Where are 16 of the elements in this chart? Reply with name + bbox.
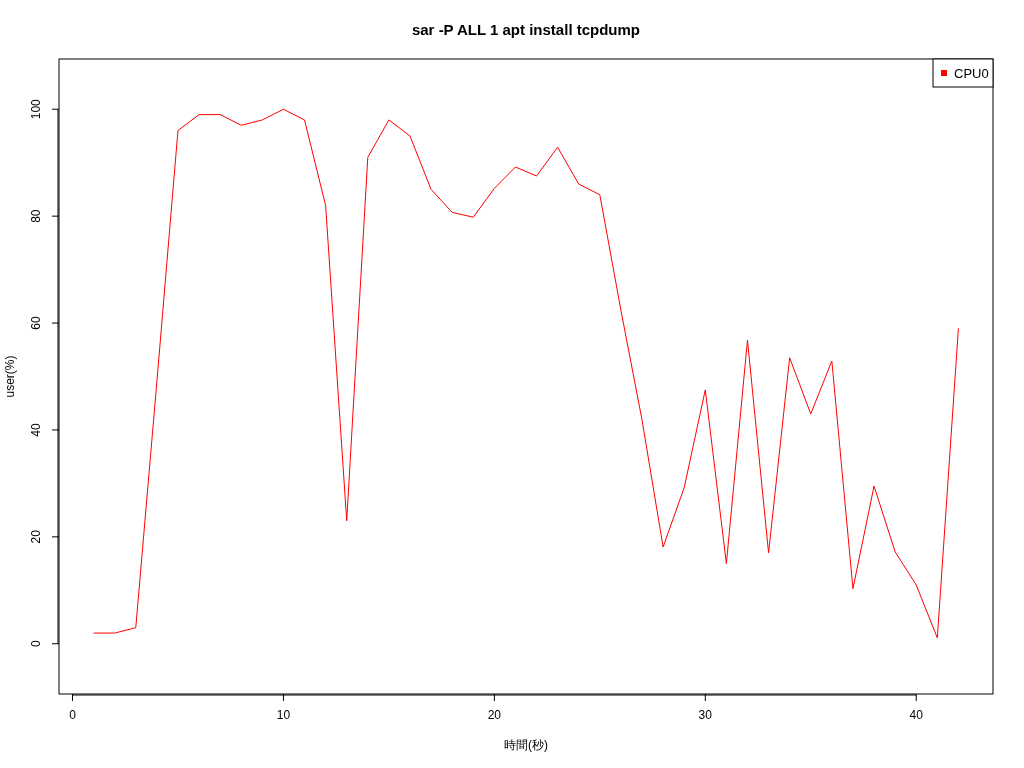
line-series [93, 108, 959, 639]
x-tick-label: 0 [69, 708, 77, 722]
y-tick-label: 0 [29, 640, 43, 648]
legend-label: CPU0 [954, 66, 989, 81]
x-axis-title: 時間(秒) [504, 738, 548, 752]
x-tick-label: 30 [698, 708, 713, 722]
y-tick-label: 40 [29, 422, 43, 437]
y-tick-label: 20 [29, 529, 43, 544]
y-axis-title: user(%) [3, 355, 17, 398]
y-tick-label: 80 [29, 209, 43, 223]
x-tick-label: 20 [487, 708, 502, 722]
chart-title: sar -P ALL 1 apt install tcpdump [411, 21, 641, 38]
y-tick-label: 100 [29, 98, 43, 120]
x-tick-label: 10 [276, 708, 291, 722]
y-tick-label: 60 [29, 316, 43, 330]
x-tick-label: 40 [909, 708, 924, 722]
